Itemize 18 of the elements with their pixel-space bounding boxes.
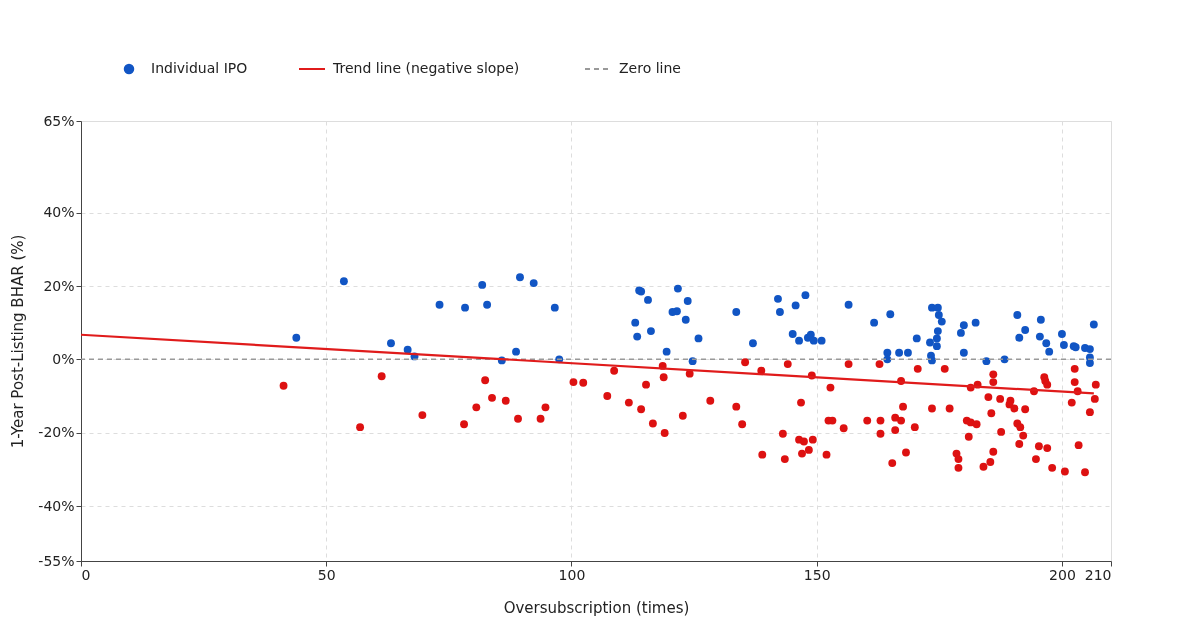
legend-label: Trend line (negative slope) — [332, 60, 520, 76]
legend-label: Zero line — [619, 60, 681, 76]
y-tick-label: -20% — [38, 424, 75, 441]
y-tick-label: -40% — [38, 497, 75, 514]
x-tick-label: 210 — [1084, 566, 1112, 583]
x-axis-title: Oversubscription (times) — [503, 598, 690, 617]
x-tick-label: 50 — [317, 566, 336, 583]
legend-label: Individual IPO — [151, 60, 248, 76]
y-tick-label: 20% — [43, 277, 75, 294]
y-tick-label: -55% — [38, 552, 75, 569]
x-tick-label: 0 — [81, 566, 91, 583]
x-tick-label: 200 — [1049, 566, 1076, 583]
y-tick-label: 65% — [43, 112, 75, 129]
y-tick-label: 0% — [52, 350, 75, 367]
y-tick-label: 40% — [43, 204, 75, 221]
x-tick-label: 100 — [558, 566, 586, 583]
x-tick-label: 150 — [803, 566, 831, 583]
y-axis-title: 1-Year Post-Listing BHAR (%) — [9, 234, 28, 449]
